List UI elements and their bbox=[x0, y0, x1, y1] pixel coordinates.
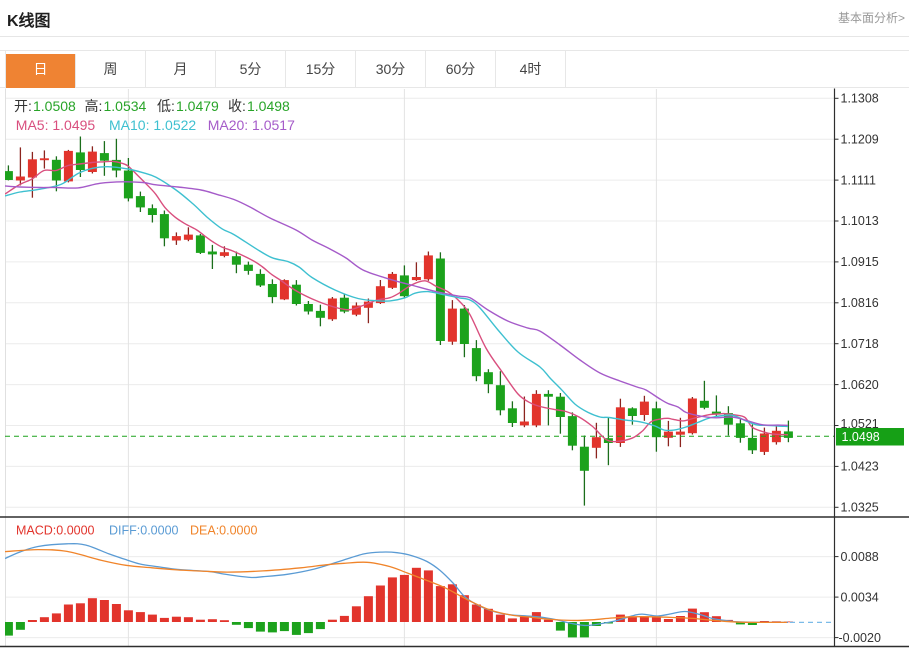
svg-text:1.0498: 1.0498 bbox=[842, 430, 880, 444]
svg-text:收:: 收: bbox=[228, 98, 246, 114]
svg-text:1.0915: 1.0915 bbox=[841, 255, 879, 269]
svg-text:1.0498: 1.0498 bbox=[247, 98, 290, 114]
svg-text:1.0508: 1.0508 bbox=[33, 98, 76, 114]
svg-text:1.0325: 1.0325 bbox=[841, 501, 879, 515]
svg-text:1.0816: 1.0816 bbox=[841, 296, 879, 310]
svg-text:-0.0020: -0.0020 bbox=[839, 631, 881, 645]
svg-text:1.1308: 1.1308 bbox=[841, 92, 879, 106]
svg-text:低:: 低: bbox=[157, 98, 175, 114]
svg-text:0.0088: 0.0088 bbox=[841, 550, 879, 564]
svg-text:1.1013: 1.1013 bbox=[841, 214, 879, 228]
svg-text:1.1111: 1.1111 bbox=[841, 173, 876, 187]
svg-text:1.0479: 1.0479 bbox=[176, 98, 219, 114]
svg-text:MA10: 1.0522: MA10: 1.0522 bbox=[109, 117, 196, 133]
svg-text:DIFF:0.0000: DIFF:0.0000 bbox=[109, 524, 179, 538]
svg-text:1.0423: 1.0423 bbox=[841, 460, 879, 474]
svg-text:1.0534: 1.0534 bbox=[104, 98, 147, 114]
svg-text:高:: 高: bbox=[85, 98, 103, 114]
svg-text:MA20: 1.0517: MA20: 1.0517 bbox=[208, 117, 295, 133]
svg-text:MA5: 1.0495: MA5: 1.0495 bbox=[16, 117, 96, 133]
svg-text:开:: 开: bbox=[14, 98, 32, 114]
svg-text:1.0718: 1.0718 bbox=[841, 337, 879, 351]
svg-text:1.0620: 1.0620 bbox=[841, 378, 879, 392]
svg-text:DEA:0.0000: DEA:0.0000 bbox=[190, 524, 257, 538]
svg-text:1.0521: 1.0521 bbox=[841, 417, 879, 431]
svg-text:MACD:0.0000: MACD:0.0000 bbox=[16, 524, 95, 538]
svg-text:1.1209: 1.1209 bbox=[841, 132, 879, 146]
svg-text:0.0034: 0.0034 bbox=[841, 590, 879, 604]
